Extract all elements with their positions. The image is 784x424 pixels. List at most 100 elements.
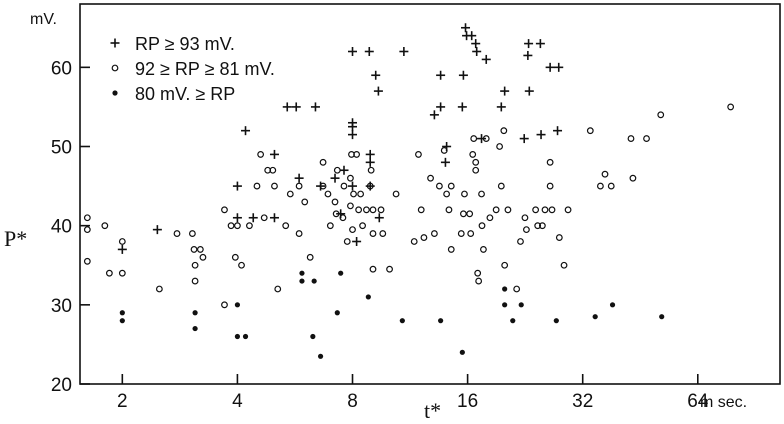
circle-marker (497, 182, 505, 190)
y-unit-label: mV. (30, 11, 57, 28)
circle-marker (601, 170, 609, 178)
x-tick-label: 8 (347, 391, 358, 412)
circle-marker (369, 206, 377, 214)
circle-marker (355, 206, 363, 214)
plus-marker (365, 149, 375, 159)
circle-marker (324, 190, 332, 198)
plus-marker (371, 70, 381, 80)
dot-marker (365, 294, 371, 300)
plus-marker (471, 39, 481, 49)
circle-marker (369, 265, 377, 273)
circle-marker (221, 206, 228, 214)
dot-marker (609, 302, 616, 308)
circle-marker (366, 182, 374, 190)
circle-marker (363, 206, 370, 214)
circle-marker (657, 111, 665, 119)
circle-marker (460, 210, 467, 218)
plus-marker (364, 47, 374, 56)
dot-marker (234, 302, 241, 308)
plus-marker (399, 47, 409, 56)
plus-marker (545, 62, 555, 72)
plus-marker (248, 213, 258, 223)
circle-marker (118, 269, 126, 277)
circle-marker (472, 166, 480, 174)
plus-marker (339, 165, 349, 175)
circle-marker (443, 190, 451, 198)
plus-marker (365, 157, 375, 167)
plot-border (79, 3, 781, 385)
circle-marker (534, 222, 542, 230)
circle-marker (331, 198, 339, 206)
plus-marker (458, 70, 468, 80)
circle-marker (447, 182, 455, 190)
circle-marker (319, 158, 327, 166)
x-tick-label: 2 (117, 391, 128, 412)
legend-entry: RP ≥ 93 mV. (135, 34, 235, 54)
plus-marker (269, 213, 279, 223)
circle-marker (586, 127, 594, 135)
dot-marker (510, 318, 516, 324)
y-axis-title: P* (4, 226, 27, 251)
axis-labels: mV. P* t* m sec. (4, 11, 747, 423)
x-tick-label: 16 (457, 391, 478, 412)
circle-marker (260, 214, 268, 222)
circle-marker (478, 222, 486, 230)
dot-marker (399, 318, 405, 324)
circle-marker (548, 206, 556, 214)
circle-marker (500, 127, 508, 135)
circle-marker (457, 230, 465, 237)
circle-marker (560, 261, 568, 269)
circle-marker (427, 174, 434, 182)
circle-marker (504, 206, 512, 214)
circle-marker (492, 206, 500, 214)
circle-marker (227, 222, 235, 230)
circle-marker (417, 206, 425, 214)
plus-marker (241, 126, 251, 136)
dot-marker (659, 314, 665, 320)
circle-marker (188, 230, 196, 237)
circle-marker (190, 246, 198, 253)
circle-marker (541, 206, 549, 214)
circle-marker (478, 190, 485, 198)
y-tick-label: 40 (51, 217, 72, 238)
x-axis-title: t* (424, 398, 441, 423)
circle-marker (555, 234, 563, 241)
dot-marker (299, 270, 305, 276)
circle-marker (350, 190, 357, 198)
circle-marker (466, 210, 474, 218)
y-tick-label: 60 (51, 58, 72, 79)
circle-marker (343, 238, 351, 245)
circle-marker (564, 206, 572, 214)
plus-marker (310, 102, 320, 112)
circle-marker (597, 182, 604, 190)
dot-marker (553, 318, 559, 324)
y-tick-label: 20 (51, 375, 72, 396)
circle-marker (727, 103, 735, 111)
plus-marker (232, 181, 242, 191)
series-group (83, 103, 735, 309)
circle-marker (386, 265, 393, 273)
dot-marker (438, 318, 444, 324)
circle-marker (440, 147, 448, 154)
circle-marker (538, 222, 546, 230)
plus-marker (523, 50, 533, 60)
plus-marker (348, 47, 358, 56)
circle-marker (173, 230, 181, 237)
circle-marker (475, 277, 483, 285)
plus-marker (282, 102, 292, 112)
plus-marker (374, 213, 384, 223)
circle-marker (295, 230, 303, 237)
plus-marker (436, 102, 446, 112)
plus-marker (429, 110, 439, 120)
plus-marker (535, 39, 545, 49)
circle-marker (431, 230, 438, 237)
circle-marker (392, 190, 400, 198)
circle-marker (332, 210, 340, 218)
circle-marker (629, 174, 637, 182)
dot-marker (592, 314, 598, 320)
circle-marker (474, 269, 482, 277)
legend: RP ≥ 93 mV. 92 ≥ RP ≥ 81 mV. 80 mV. ≥ RP (110, 34, 275, 104)
plus-marker (500, 86, 510, 96)
y-tick-label: 50 (51, 138, 72, 159)
circle-marker (191, 277, 199, 285)
